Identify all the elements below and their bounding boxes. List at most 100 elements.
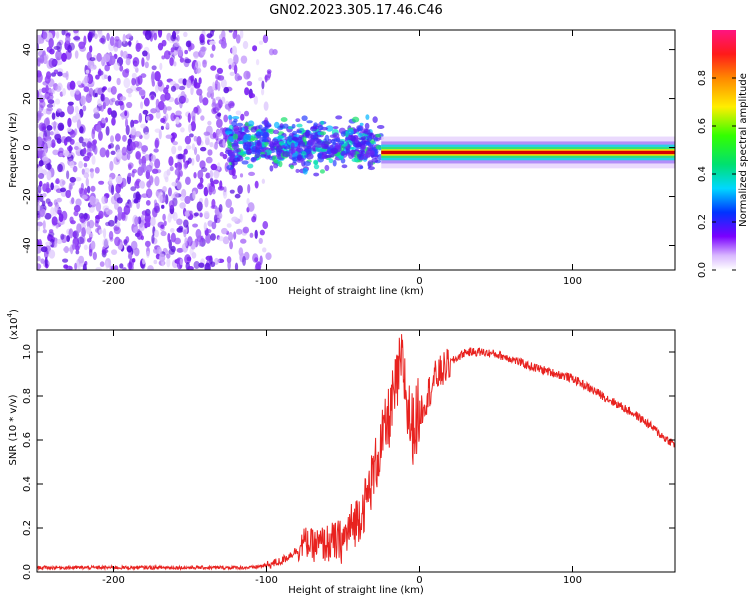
- heatmap-noise-cell: [195, 154, 200, 163]
- heatmap-noise-cell: [114, 133, 121, 142]
- heatmap-noise-cell: [94, 167, 100, 174]
- heatmap-noise-cell: [180, 127, 185, 133]
- heatmap-noise-cell: [158, 193, 163, 204]
- heatmap-noise-cell: [68, 228, 74, 239]
- heatmap-noise-cell: [69, 176, 76, 183]
- heatmap-noise-cell: [42, 192, 47, 198]
- heatmap-noise-cell: [126, 245, 133, 253]
- heatmap-noise-cell: [146, 250, 150, 259]
- heatmap-noise-cell: [88, 248, 93, 257]
- heatmap-scatter-cell: [268, 128, 275, 135]
- heatmap-noise-cell: [59, 187, 67, 193]
- heatmap-noise-cell: [216, 67, 224, 74]
- heatmap-scatter-cell: [247, 163, 254, 169]
- snr-x-tick-label: -200: [102, 575, 125, 586]
- heatmap-noise-cell: [147, 265, 154, 270]
- heatmap-noise-cell: [61, 30, 66, 36]
- heatmap-scatter-cell: [268, 147, 277, 151]
- heatmap-scatter-cell: [364, 152, 371, 159]
- heatmap-noise-cell: [75, 198, 82, 207]
- heatmap-noise-cell: [246, 80, 253, 87]
- heatmap-x-tick-label: 0: [416, 276, 422, 287]
- heatmap-scatter-cell: [238, 126, 243, 133]
- heatmap-noise-cell: [132, 119, 139, 124]
- heatmap-noise-cell: [209, 40, 216, 45]
- heatmap-noise-cell: [209, 170, 214, 179]
- heatmap-noise-cell: [210, 30, 214, 37]
- heatmap-noise-cell: [262, 34, 269, 44]
- heatmap-noise-cell: [151, 71, 156, 81]
- heatmap-noise-cell: [136, 201, 140, 210]
- heatmap-noise-cell: [210, 65, 217, 71]
- heatmap-noise-cell: [104, 74, 108, 80]
- heatmap-noise-cell: [114, 215, 118, 224]
- heatmap-scatter-cell: [357, 143, 363, 147]
- heatmap-noise-cell: [136, 43, 143, 50]
- heatmap-noise-cell: [264, 74, 268, 83]
- heatmap-noise-cell: [170, 85, 177, 92]
- heatmap-noise-cell: [102, 237, 110, 248]
- heatmap-noise-cell: [254, 229, 258, 239]
- heatmap-scatter-cell: [233, 157, 241, 163]
- heatmap-noise-cell: [198, 108, 202, 114]
- heatmap-noise-cell: [55, 223, 59, 229]
- heatmap-noise-cell: [114, 201, 119, 210]
- heatmap-noise-cell: [63, 138, 68, 146]
- heatmap-noise-cell: [81, 141, 87, 148]
- heatmap-noise-cell: [144, 30, 152, 41]
- heatmap-noise-cell: [101, 248, 109, 254]
- heatmap-noise-cell: [37, 57, 41, 67]
- heatmap-noise-cell: [101, 195, 107, 205]
- heatmap-x-ticks: -200 -100 0 100: [102, 30, 582, 287]
- heatmap-noise-cell: [83, 162, 88, 168]
- heatmap-noise-cell: [185, 145, 192, 150]
- heatmap-scatter-cell: [273, 163, 279, 169]
- heatmap-noise-cell: [170, 245, 176, 253]
- heatmap-y-tick-label: 0: [22, 144, 33, 150]
- heatmap-noise-cell: [119, 65, 124, 72]
- heatmap-noise-cell: [239, 30, 244, 39]
- snr-plot-area: [37, 334, 675, 572]
- heatmap-noise-cell: [137, 75, 143, 85]
- heatmap-scatter-cell: [262, 135, 267, 142]
- heatmap-noise-cell: [235, 34, 241, 44]
- heatmap-noise-cell: [44, 54, 49, 61]
- heatmap-noise-cell: [162, 213, 166, 221]
- heatmap-y-axis-label: Frequency (Hz): [8, 112, 19, 188]
- heatmap-noise-cell: [133, 247, 140, 257]
- snr-y-ticks: 0.0 0.2 0.4 0.6 0.8 1.0: [22, 344, 675, 580]
- heatmap-noise-cell: [67, 44, 72, 53]
- heatmap-noise-cell: [171, 145, 177, 155]
- heatmap-noise-cell: [167, 213, 172, 223]
- heatmap-noise-cell: [46, 170, 52, 181]
- heatmap-scatter-cell: [264, 141, 269, 146]
- heatmap-noise-cell: [136, 230, 143, 240]
- heatmap-scatter-cell: [304, 154, 309, 158]
- heatmap-noise-cell: [179, 195, 185, 202]
- heatmap-noise-cell: [116, 149, 123, 160]
- heatmap-noise-cell: [97, 98, 103, 107]
- heatmap-noise-cell: [151, 234, 155, 244]
- heatmap-noise-cell: [203, 131, 211, 136]
- heatmap-noise-cell: [231, 45, 238, 56]
- heatmap-noise-cell: [105, 125, 110, 136]
- heatmap-noise-cell: [76, 80, 82, 86]
- heatmap-scatter-cell: [287, 135, 293, 143]
- heatmap-noise-cell: [199, 177, 204, 184]
- heatmap-noise-cell: [46, 125, 53, 131]
- heatmap-scatter-cell: [281, 145, 286, 149]
- heatmap-noise-cell: [48, 37, 54, 48]
- snr-scale-prefix: (x10: [9, 317, 20, 340]
- heatmap-noise-cell: [209, 142, 214, 148]
- heatmap-noise-cell: [66, 127, 73, 132]
- heatmap-scatter-cell: [272, 155, 278, 163]
- heatmap-scatter-cell: [335, 115, 343, 120]
- heatmap-noise-cell: [242, 226, 250, 234]
- heatmap-scatter-cell: [361, 139, 366, 147]
- heatmap-scatter-cell: [302, 136, 307, 142]
- heatmap-noise-cell: [40, 246, 48, 253]
- heatmap-noise-cell: [249, 232, 254, 238]
- heatmap-noise-cell: [160, 117, 166, 123]
- heatmap-scatter-cell: [251, 147, 256, 153]
- heatmap-noise-cell: [207, 149, 213, 156]
